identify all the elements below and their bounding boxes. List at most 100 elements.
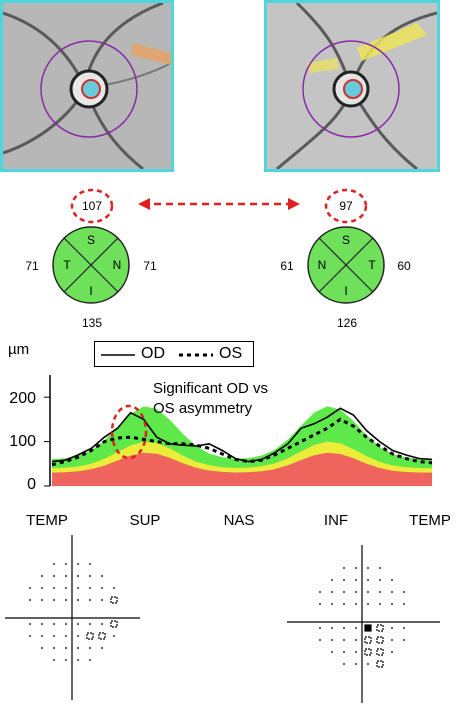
od-temporal-value: 71 <box>25 259 39 273</box>
field-test-point <box>101 599 103 601</box>
field-test-point <box>101 575 103 577</box>
field-test-point <box>77 659 79 661</box>
field-test-point <box>41 587 43 589</box>
field-test-point <box>379 579 381 581</box>
field-test-point <box>77 587 79 589</box>
field-test-point <box>89 647 91 649</box>
field-test-point <box>77 599 79 601</box>
field-test-point <box>29 623 31 625</box>
field-defect-mark <box>376 636 384 644</box>
field-test-point <box>355 651 357 653</box>
y-tick-100: 100 <box>9 433 36 450</box>
field-test-point <box>367 603 369 605</box>
field-test-point <box>367 579 369 581</box>
field-defect-mark <box>110 596 118 604</box>
field-test-point <box>367 591 369 593</box>
field-test-point <box>367 663 369 665</box>
os-quadrant-inferior: I <box>344 284 348 298</box>
od-inferior-value: 135 <box>81 316 103 330</box>
od-quadrant-circle <box>52 226 130 304</box>
field-test-point <box>355 579 357 581</box>
field-defect-mark <box>376 660 384 668</box>
field-test-point <box>77 575 79 577</box>
field-test-point <box>343 663 345 665</box>
field-defect-mark <box>376 624 384 632</box>
abnormal-range-band <box>52 452 432 486</box>
field-test-point <box>391 627 393 629</box>
field-test-point <box>89 563 91 565</box>
field-test-point <box>367 567 369 569</box>
od-fundus-image <box>0 0 174 172</box>
field-test-point <box>379 603 381 605</box>
field-test-point <box>53 635 55 637</box>
field-test-point <box>101 623 103 625</box>
field-test-point <box>343 651 345 653</box>
os-fundus-image <box>264 0 440 172</box>
x-label-inf: INF <box>323 512 349 529</box>
field-test-point <box>391 603 393 605</box>
field-defect-mark <box>86 632 94 640</box>
asymmetry-highlight-ellipse <box>110 404 148 460</box>
field-test-point <box>391 579 393 581</box>
field-test-point <box>29 587 31 589</box>
field-test-point <box>65 599 67 601</box>
field-test-point <box>403 603 405 605</box>
os-inferior-value: 126 <box>336 316 358 330</box>
field-test-point <box>101 587 103 589</box>
field-test-point <box>319 603 321 605</box>
field-test-point <box>403 639 405 641</box>
field-test-point <box>89 599 91 601</box>
field-test-point <box>89 575 91 577</box>
field-test-point <box>41 599 43 601</box>
field-test-point <box>41 575 43 577</box>
od-quadrant-inferior: I <box>89 284 93 298</box>
od-quadrant-superior: S <box>86 233 96 247</box>
field-test-point <box>41 623 43 625</box>
field-test-point <box>343 603 345 605</box>
field-test-point <box>355 591 357 593</box>
field-test-point <box>41 635 43 637</box>
field-test-point <box>331 627 333 629</box>
field-test-point <box>65 587 67 589</box>
od-quadrant-temporal: T <box>63 258 71 272</box>
os-nasal-value: 61 <box>280 259 294 273</box>
od-series-line <box>51 407 433 463</box>
field-test-point <box>89 587 91 589</box>
field-test-point <box>53 563 55 565</box>
field-test-point <box>319 639 321 641</box>
y-tick-200: 200 <box>9 390 36 407</box>
field-test-point <box>379 567 381 569</box>
field-test-point <box>355 663 357 665</box>
os-visual-field-plot <box>287 545 440 703</box>
field-test-point <box>331 579 333 581</box>
average-comparison-overlay <box>70 188 368 224</box>
field-test-point <box>343 627 345 629</box>
field-test-point <box>53 647 55 649</box>
field-test-point <box>343 639 345 641</box>
field-test-point <box>29 599 31 601</box>
field-test-point <box>65 575 67 577</box>
field-test-point <box>343 567 345 569</box>
field-test-point <box>65 635 67 637</box>
field-defect-mark <box>376 648 384 656</box>
od-nasal-value: 71 <box>143 259 157 273</box>
field-defect-mark <box>364 648 372 656</box>
field-test-point <box>355 567 357 569</box>
field-test-point <box>113 635 115 637</box>
os-quadrant-temporal: T <box>368 258 376 272</box>
field-defect-mark <box>364 636 372 644</box>
asymmetry-annotation-line1: Significant OD vs <box>153 380 269 397</box>
field-test-point <box>391 651 393 653</box>
field-test-point <box>113 587 115 589</box>
field-test-point <box>53 587 55 589</box>
field-test-point <box>331 639 333 641</box>
os-quadrant-nasal: N <box>317 258 327 272</box>
field-test-point <box>65 659 67 661</box>
field-test-point <box>29 635 31 637</box>
field-test-point <box>65 563 67 565</box>
field-test-point <box>343 579 345 581</box>
field-test-point <box>379 591 381 593</box>
legend-os-label: OS <box>219 345 243 362</box>
field-test-point <box>403 627 405 629</box>
x-label-temp-left: TEMP <box>26 512 68 529</box>
